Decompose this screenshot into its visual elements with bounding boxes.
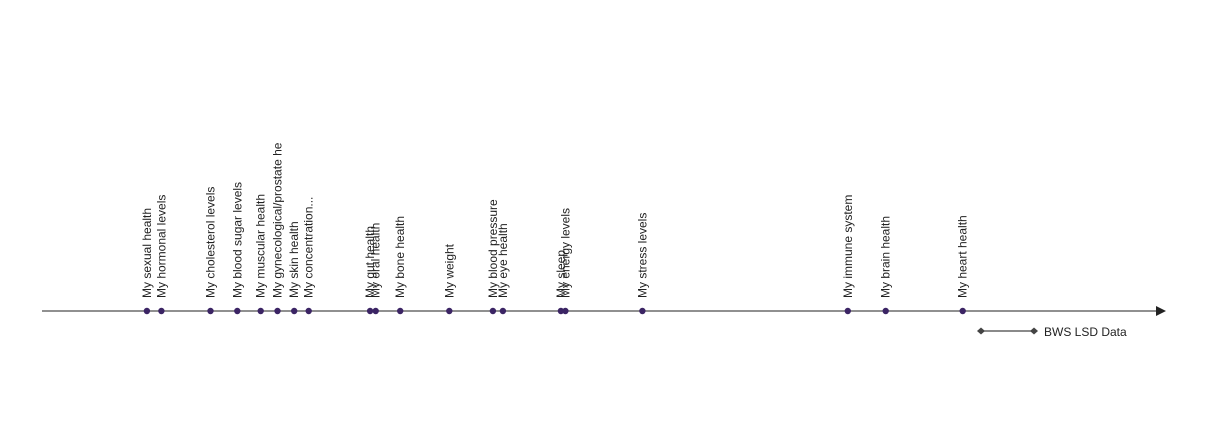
marks-layer: My sexual health My hormonal levels My cho…: [140, 142, 970, 315]
point-my-bone-health: [397, 307, 404, 315]
point-label-my-hormonal-levels: My hormonal levels: [154, 195, 168, 298]
point-label-my-cholesterol-levels: My cholesterol levels: [204, 187, 218, 298]
point-label-my-gynecological-prostate-he: My gynecological/prostate he: [271, 142, 285, 298]
point-my-immune-system: [844, 307, 851, 315]
point-my-sexual-health: [143, 307, 151, 315]
point-my-heart-health: [959, 307, 966, 315]
legend-diamond-left-icon: [977, 327, 985, 335]
point-my-concentration: [305, 307, 312, 315]
point-label-my-heart-health: My heart health: [956, 215, 970, 298]
point-label-my-skin-health: My skin health: [287, 221, 301, 298]
point-my-sleep: [557, 307, 565, 315]
point-my-blood-pressure: [489, 307, 497, 315]
axis-layer: [42, 306, 1166, 316]
point-my-skin-health: [291, 307, 298, 315]
point-my-oral-health: [372, 307, 379, 315]
point-my-muscular-health: [257, 307, 264, 315]
legend-diamond-right-icon: [1030, 327, 1038, 335]
point-label-my-weight: My weight: [442, 243, 456, 298]
point-my-gynecological-prostate-he: [274, 307, 281, 315]
point-my-cholesterol-levels: [207, 307, 214, 315]
point-label-my-immune-system: My immune system: [841, 195, 855, 298]
point-label-my-stress-levels: My stress levels: [635, 213, 649, 298]
point-label-my-blood-pressure: My blood pressure: [486, 199, 500, 298]
point-my-blood-sugar-levels: [234, 307, 241, 315]
point-label-my-bone-health: My bone health: [393, 216, 407, 298]
point-label-my-blood-sugar-levels: My blood sugar levels: [230, 182, 244, 298]
point-label-my-sexual-health: My sexual health: [140, 208, 154, 298]
legend: BWS LSD Data: [977, 325, 1127, 339]
point-label-my-concentration: My concentration...: [302, 197, 316, 298]
point-label-my-gut-health: My gut health: [363, 226, 377, 298]
point-my-weight: [446, 307, 453, 315]
point-my-eye-health: [499, 307, 507, 315]
point-label-my-muscular-health: My muscular health: [254, 194, 268, 298]
point-my-energy-levels: [562, 307, 569, 315]
point-label-my-sleep: My sleep: [554, 250, 568, 298]
point-label-my-energy-levels: My energy levels: [558, 208, 572, 298]
point-label-my-eye-health: My eye health: [496, 223, 510, 298]
point-my-stress-levels: [639, 307, 646, 315]
point-label-my-brain-health: My brain health: [879, 216, 893, 298]
point-label-my-oral-health: My oral health: [369, 223, 383, 298]
legend-label: BWS LSD Data: [1044, 325, 1127, 339]
point-my-hormonal-levels: [158, 307, 165, 315]
point-my-gut-health: [366, 307, 374, 315]
x-axis-arrow-icon: [1156, 306, 1166, 316]
point-my-brain-health: [882, 307, 889, 315]
